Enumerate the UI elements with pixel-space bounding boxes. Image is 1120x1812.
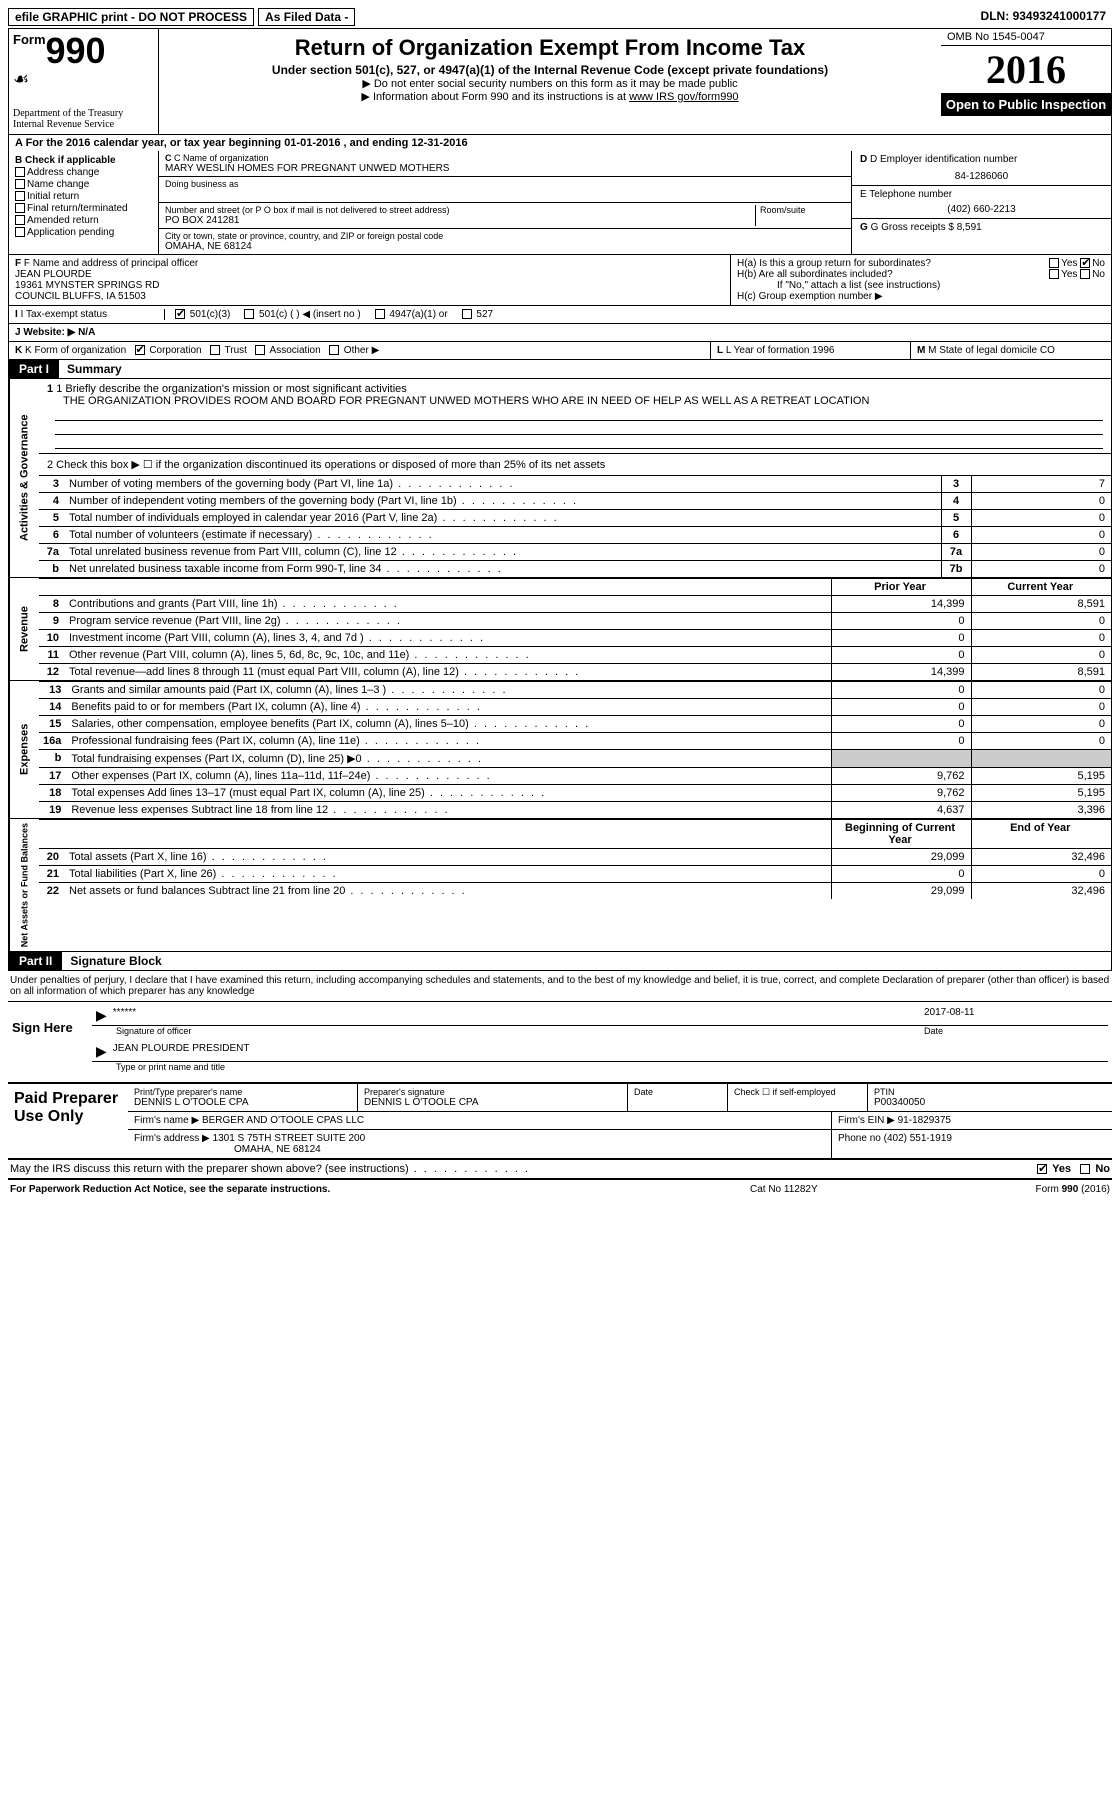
netassets-section: Net Assets or Fund Balances Beginning of… xyxy=(8,819,1112,952)
chk-group-yes[interactable] xyxy=(1049,258,1059,268)
revenue-table: Prior YearCurrent Year8Contributions and… xyxy=(39,578,1111,680)
row-fh: F F Name and address of principal office… xyxy=(8,255,1112,306)
part1-header-row: Part I Summary xyxy=(8,360,1112,379)
expenses-section: Expenses 13Grants and similar amounts pa… xyxy=(8,681,1112,819)
row-klm: K K Form of organization Corporation Tru… xyxy=(8,342,1112,360)
as-filed-label: As Filed Data - xyxy=(258,8,355,26)
governance-vert-label: Activities & Governance xyxy=(9,379,39,577)
preparer-signature: DENNIS L O'TOOLE CPA xyxy=(364,1097,621,1108)
org-name: MARY WESLIN HOMES FOR PREGNANT UNWED MOT… xyxy=(165,163,845,174)
chk-501c[interactable] xyxy=(244,309,254,319)
irs-label: Internal Revenue Service xyxy=(13,119,154,130)
sign-here-label: Sign Here xyxy=(8,1002,88,1082)
irs-link[interactable]: www IRS gov/form990 xyxy=(629,91,738,103)
telephone-value: (402) 660-2213 xyxy=(860,200,1103,215)
org-city: OMAHA, NE 68124 xyxy=(165,241,845,252)
chk-initial-return[interactable] xyxy=(15,191,25,201)
mission-text: THE ORGANIZATION PROVIDES ROOM AND BOARD… xyxy=(47,395,1103,407)
ptin-value: P00340050 xyxy=(874,1097,1106,1108)
header-left: Form990 ☙ Department of the Treasury Int… xyxy=(9,29,159,134)
chk-discuss-yes[interactable] xyxy=(1037,1164,1047,1174)
expenses-table: 13Grants and similar amounts paid (Part … xyxy=(39,681,1111,818)
chk-sub-yes[interactable] xyxy=(1049,269,1059,279)
chk-name-change[interactable] xyxy=(15,179,25,189)
revenue-section: Revenue Prior YearCurrent Year8Contribut… xyxy=(8,578,1112,681)
info-note: ▶ Information about Form 990 and its ins… xyxy=(167,90,933,103)
header-center: Return of Organization Exempt From Incom… xyxy=(159,29,941,134)
governance-section: Activities & Governance 1 1 Briefly desc… xyxy=(8,379,1112,578)
paid-preparer-block: Paid Preparer Use Only Print/Type prepar… xyxy=(8,1082,1112,1160)
part2-badge: Part II xyxy=(9,952,62,970)
firm-phone: (402) 551-1919 xyxy=(884,1133,952,1144)
form-header: Form990 ☙ Department of the Treasury Int… xyxy=(8,28,1112,135)
chk-amended[interactable] xyxy=(15,215,25,225)
officer-signature: ****** xyxy=(113,1007,924,1024)
discuss-row: May the IRS discuss this return with the… xyxy=(8,1160,1112,1180)
chk-sub-no[interactable] xyxy=(1080,269,1090,279)
section-a-year: A For the 2016 calendar year, or tax yea… xyxy=(8,135,1112,151)
firm-ein: 91-1829375 xyxy=(898,1115,951,1126)
omb-number: OMB No 1545-0047 xyxy=(941,29,1111,46)
part2-header-row: Part II Signature Block xyxy=(8,952,1112,971)
form-number: Form990 xyxy=(13,33,154,69)
chk-501c3[interactable] xyxy=(175,309,185,319)
page-footer: For Paperwork Reduction Act Notice, see … xyxy=(8,1180,1112,1199)
dln: DLN: 93493241000177 xyxy=(975,8,1112,26)
chk-other[interactable] xyxy=(329,345,339,355)
chk-527[interactable] xyxy=(462,309,472,319)
tax-year: 2016 xyxy=(941,46,1111,93)
paid-preparer-label: Paid Preparer Use Only xyxy=(8,1084,128,1158)
revenue-vert-label: Revenue xyxy=(9,578,39,680)
chk-assoc[interactable] xyxy=(255,345,265,355)
col-d-contact: D D Employer identification number 84-12… xyxy=(851,151,1111,254)
form-subtitle: Under section 501(c), 527, or 4947(a)(1)… xyxy=(167,63,933,77)
officer-name: JEAN PLOURDE xyxy=(15,269,724,280)
part1-title: Summary xyxy=(59,360,130,378)
officer-name-title: JEAN PLOURDE PRESIDENT xyxy=(113,1043,1104,1060)
identity-block: B Check if applicable Address change Nam… xyxy=(8,151,1112,255)
header-right: OMB No 1545-0047 2016 Open to Public Ins… xyxy=(941,29,1111,134)
open-inspection: Open to Public Inspection xyxy=(941,93,1111,116)
ein-value: 84-1286060 xyxy=(860,165,1103,182)
chk-4947[interactable] xyxy=(375,309,385,319)
row-i-tax-status: I I Tax-exempt status 501(c)(3) 501(c) (… xyxy=(8,306,1112,324)
chk-pending[interactable] xyxy=(15,227,25,237)
chk-corp[interactable] xyxy=(135,345,145,355)
col-b-checkboxes: B Check if applicable Address change Nam… xyxy=(9,151,159,254)
signature-date: 2017-08-11 xyxy=(924,1007,1104,1024)
netassets-table: Beginning of Current YearEnd of Year20To… xyxy=(39,819,1111,899)
top-bar: efile GRAPHIC print - DO NOT PROCESS As … xyxy=(8,8,1112,26)
col-c-org-info: C C Name of organization MARY WESLIN HOM… xyxy=(159,151,851,254)
chk-address-change[interactable] xyxy=(15,167,25,177)
efile-notice: efile GRAPHIC print - DO NOT PROCESS xyxy=(8,8,254,26)
treasury-dept: Department of the Treasury xyxy=(13,108,154,119)
org-address: PO BOX 241281 xyxy=(165,215,755,226)
preparer-name: DENNIS L O'TOOLE CPA xyxy=(134,1097,351,1108)
netassets-vert-label: Net Assets or Fund Balances xyxy=(9,819,39,951)
year-formation: 1996 xyxy=(812,345,834,356)
row-j-website: J Website: ▶ N/A xyxy=(8,324,1112,342)
form-title: Return of Organization Exempt From Incom… xyxy=(167,35,933,61)
chk-group-no[interactable] xyxy=(1080,258,1090,268)
firm-name: BERGER AND O'TOOLE CPAS LLC xyxy=(202,1115,364,1126)
chk-discuss-no[interactable] xyxy=(1080,1164,1090,1174)
ssn-note: ▶ Do not enter social security numbers o… xyxy=(167,77,933,90)
governance-table: 3Number of voting members of the governi… xyxy=(39,475,1111,577)
expenses-vert-label: Expenses xyxy=(9,681,39,818)
chk-trust[interactable] xyxy=(210,345,220,355)
gross-receipts: 8,591 xyxy=(957,222,982,233)
chk-final-return[interactable] xyxy=(15,203,25,213)
perjury-declaration: Under penalties of perjury, I declare th… xyxy=(8,971,1112,1001)
state-domicile: CO xyxy=(1040,345,1055,356)
part2-title: Signature Block xyxy=(62,952,169,970)
part1-badge: Part I xyxy=(9,360,59,378)
signature-block: Sign Here ▶ ****** 2017-08-11 Signature … xyxy=(8,1001,1112,1082)
